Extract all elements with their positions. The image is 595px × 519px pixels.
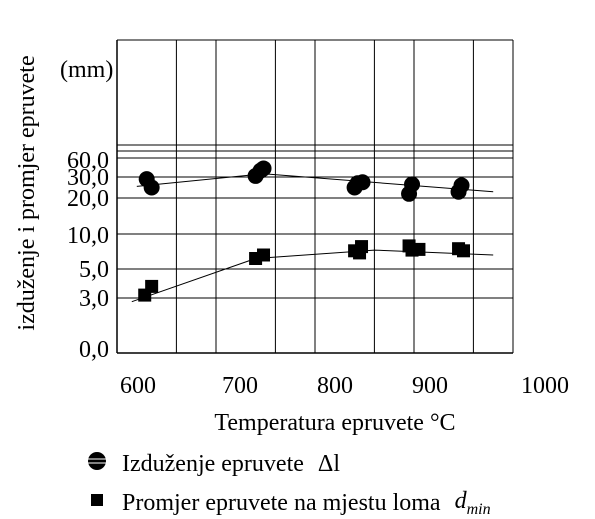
y-tick-label: 0,0 — [79, 337, 109, 363]
legend-label-diameter: Promjer epruvete na mjestu loma — [122, 489, 441, 516]
x-axis-title: Temperatura epruvete °C — [214, 410, 455, 436]
y-tick-label: 10,0 — [67, 223, 109, 249]
point-elongation — [404, 176, 421, 193]
trend-line-series-1 — [131, 249, 494, 303]
y-unit-label: (mm) — [60, 57, 113, 83]
point-diameter — [257, 248, 271, 262]
legend-symbol-elongation: Δl — [317, 451, 340, 477]
point-diameter — [412, 242, 426, 256]
y-tick-label: 3,0 — [79, 286, 109, 312]
point-diameter — [457, 244, 470, 258]
point-elongation — [453, 177, 470, 194]
trend-lines — [131, 173, 494, 303]
y-axis-title: izduženje i promjer epruvete — [14, 55, 40, 330]
point-diameter — [145, 279, 159, 293]
x-tick-label: 800 — [317, 373, 353, 399]
y-tick-label: 60,0 — [67, 148, 109, 174]
x-tick-label: 700 — [222, 373, 258, 399]
x-tick-label: 1000 — [521, 373, 569, 399]
circle-marker-icon — [86, 450, 108, 479]
data-points — [138, 160, 470, 302]
y-tick-label: 5,0 — [79, 257, 109, 283]
legend-item-diameter: Promjer epruvete na mjestu loma dmin — [86, 488, 491, 519]
square-marker-icon — [86, 489, 108, 518]
legend-label-elongation: Izduženje epruvete — [122, 451, 304, 477]
y-tick-label: 30,0 — [67, 165, 109, 191]
point-diameter — [355, 240, 369, 254]
point-elongation — [255, 160, 272, 177]
x-tick-label: 900 — [412, 373, 448, 399]
point-elongation — [354, 174, 371, 191]
y-tick-label: 20,0 — [67, 186, 109, 212]
point-elongation — [143, 179, 160, 196]
x-tick-label: 600 — [120, 373, 156, 399]
chart: 0,0 3,0 5,0 10,0 20,030,060,0 600 700 800 900 100… — [14, 39, 569, 436]
legend-symbol-diameter: dmin — [454, 488, 491, 518]
legend-item-elongation: Izduženje epruvete Δl — [86, 450, 340, 479]
tick-labels: 0,0 3,0 5,0 10,0 20,030,060,0 600 700 800 900 100… — [67, 148, 569, 399]
